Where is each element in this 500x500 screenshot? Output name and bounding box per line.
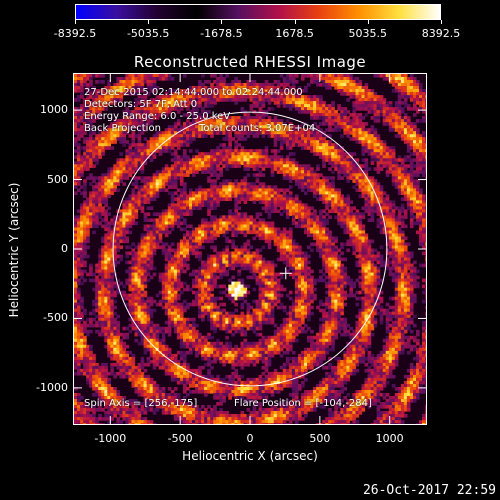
colorbar-tick-label: -1678.5 bbox=[200, 27, 243, 40]
y-axis-label: Heliocentric Y (arcsec) bbox=[7, 182, 21, 318]
method-label: Back Projection bbox=[84, 123, 161, 134]
spin-axis-label: Spin Axis = [256,-175] bbox=[84, 398, 198, 409]
colorbar-tick-mark bbox=[441, 20, 442, 24]
colorbar-tick-label: 1678.5 bbox=[275, 27, 314, 40]
energy-range-label: Energy Range: 6.0 - 25.0 keV bbox=[84, 111, 231, 122]
detectors-label: Detectors: 5F 7F, Att 0 bbox=[84, 99, 198, 110]
x-tick-label: 1000 bbox=[375, 432, 404, 445]
colorbar-tick-label: 8392.5 bbox=[421, 27, 461, 40]
date-stamp: 26-Oct-2017 22:59 bbox=[362, 483, 496, 498]
y-tick-label: 500 bbox=[47, 172, 68, 186]
x-axis-label: Heliocentric X (arcsec) bbox=[182, 449, 318, 463]
axis-tick-marks bbox=[74, 74, 426, 424]
y-tick-label: -500 bbox=[43, 311, 68, 325]
colorbar-tick-label: 5035.5 bbox=[348, 27, 388, 40]
x-tick-label: 500 bbox=[309, 432, 331, 445]
x-tick-label: -500 bbox=[167, 432, 193, 445]
y-tick-label: 0 bbox=[61, 242, 68, 255]
x-tick-label: 0 bbox=[246, 432, 254, 445]
chart-title: Reconstructed RHESSI Image bbox=[133, 53, 367, 71]
time-range-label: 27-Dec-2015 02:14:44.000 to 02:24:44.000 bbox=[84, 87, 303, 98]
colorbar-tick-mark bbox=[294, 20, 296, 24]
colorbar bbox=[75, 4, 441, 20]
x-tick-label: -1000 bbox=[94, 432, 127, 445]
solar-limb-circle bbox=[112, 111, 388, 387]
flare-position-label: Flare Position = [-104,-284] bbox=[234, 398, 372, 409]
colorbar-tick-label: -5035.5 bbox=[126, 27, 170, 40]
y-tick-label: -1000 bbox=[36, 380, 68, 394]
colorbar-tick-mark bbox=[221, 20, 223, 24]
y-tick-label: 1000 bbox=[40, 103, 68, 117]
colorbar-tick-mark bbox=[367, 20, 369, 24]
colorbar-tick-mark bbox=[75, 20, 76, 24]
heatmap-image bbox=[74, 74, 426, 424]
colorbar-tick-label: -8392.5 bbox=[53, 27, 97, 40]
heatmap-cells bbox=[74, 74, 426, 424]
total-counts-label: Total counts: 3.07E+04 bbox=[199, 123, 316, 134]
plot-area: 27-Dec-2015 02:14:44.000 to 02:24:44.000… bbox=[73, 73, 427, 425]
colorbar-tick-mark bbox=[148, 20, 150, 24]
